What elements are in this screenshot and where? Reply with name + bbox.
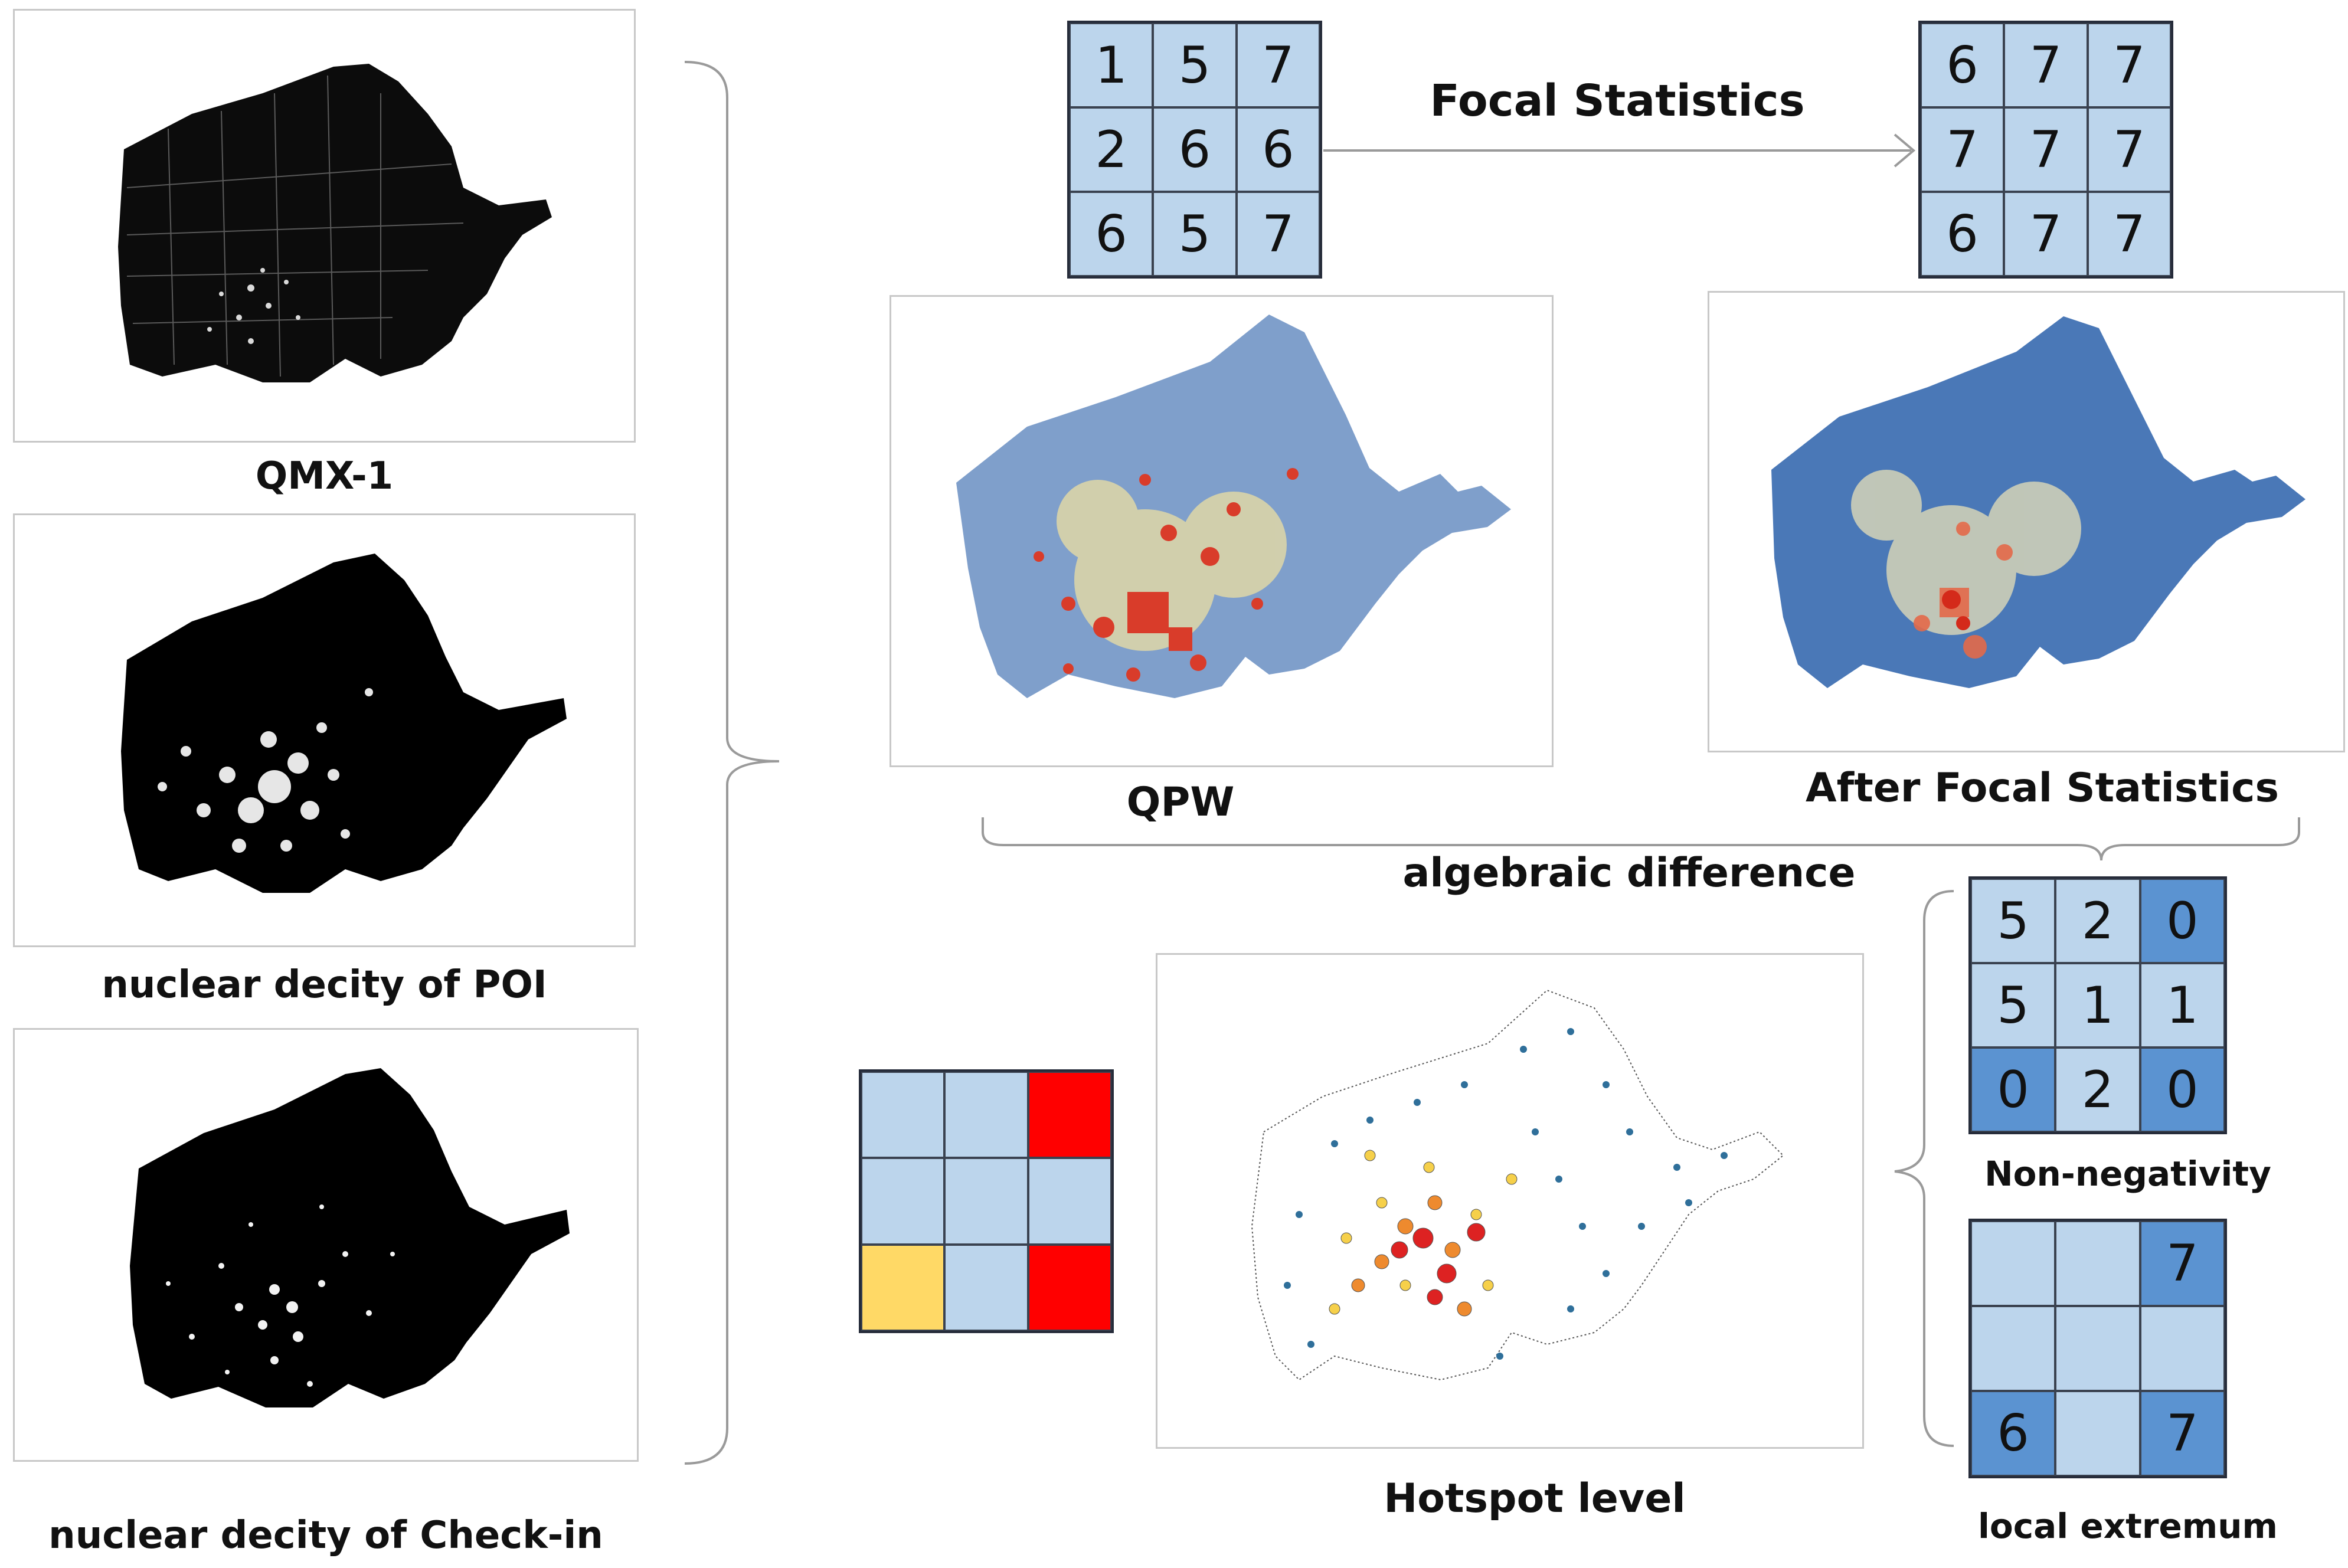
checkin-label: nuclear decity of Check-in [48, 1514, 603, 1557]
left-bracket [684, 61, 780, 1465]
extremum-grid-cell: 6 [1971, 1391, 2056, 1476]
nonneg-grid-cell: 2 [2055, 1047, 2140, 1132]
focal-arrow-head [1894, 133, 1916, 168]
hotspot-grid-cell [944, 1072, 1028, 1158]
after-focal-panel [1708, 291, 2345, 752]
qmx-map [118, 64, 552, 382]
input-grid-cell: 5 [1153, 23, 1237, 107]
nonneg-grid-cell: 1 [2055, 963, 2140, 1047]
input-grid-cell: 7 [1236, 23, 1320, 107]
qmx-label: QMX-1 [255, 454, 394, 498]
nonneg-grid-cell: 2 [2055, 879, 2140, 963]
hotspot-panel [1156, 953, 1864, 1449]
local-extremum-label: local extremum [1978, 1506, 2278, 1546]
extremum-grid-cell: 7 [2140, 1391, 2225, 1476]
extremum-grid-cell [2055, 1221, 2140, 1306]
focal-grid-cell: 7 [2004, 107, 2088, 192]
input-grid-cell: 6 [1153, 107, 1237, 192]
nonneg-grid-cell: 0 [1971, 1047, 2056, 1132]
qpw-label: QPW [1126, 779, 1235, 826]
extremum-grid-cell [1971, 1221, 2056, 1306]
input-grid-cell: 2 [1070, 107, 1153, 192]
hotspot-grid-cell [944, 1158, 1028, 1245]
result-bracket [1894, 890, 1954, 1447]
focal-grid-cell: 7 [2004, 192, 2088, 276]
input-grid-cell: 1 [1070, 23, 1153, 107]
extremum-grid-cell: 7 [2140, 1221, 2225, 1306]
extremum-grid-cell [1971, 1306, 2056, 1391]
hotspot-grid-cell [861, 1244, 945, 1331]
qmx-panel [13, 9, 636, 443]
focal-grid-cell: 7 [2087, 107, 2171, 192]
nonneg-grid-cell: 1 [2140, 963, 2225, 1047]
focal-grid-cell: 7 [2004, 23, 2088, 107]
hotspot-grid-cell [944, 1244, 1028, 1331]
checkin-map [130, 1068, 570, 1407]
focal-statistics-label: Focal Statistics [1430, 76, 1805, 126]
hotspot-grid-cell [861, 1072, 945, 1158]
hotspot-grid [859, 1069, 1114, 1333]
focal-grid-cell: 6 [1921, 23, 2004, 107]
hotspot-grid-cell [1028, 1072, 1111, 1158]
input-grid-cell: 6 [1070, 192, 1153, 276]
extremum-grid-cell [2055, 1391, 2140, 1476]
checkin-panel [13, 1028, 639, 1462]
poi-map [121, 554, 567, 893]
focal-grid-cell: 7 [2087, 192, 2171, 276]
after-focal-map [1771, 316, 2306, 688]
nonneg-grid-cell: 5 [1971, 963, 2056, 1047]
difference-bracket [982, 817, 2300, 861]
input-grid-cell: 7 [1236, 192, 1320, 276]
focal-grid-cell: 7 [2087, 23, 2171, 107]
hotspot-grid-cell [1028, 1244, 1111, 1331]
qpw-panel [890, 295, 1554, 767]
input-grid-cell: 6 [1236, 107, 1320, 192]
qpw-map [956, 315, 1511, 698]
nonneg-grid-cell: 0 [2140, 1047, 2225, 1132]
non-negativity-label: Non-negativity [1984, 1154, 2271, 1194]
hotspot-map [1251, 989, 1784, 1381]
focal-grid-cell: 7 [1921, 107, 2004, 192]
nonneg-grid-cell: 5 [1971, 879, 2056, 963]
focal-grid-cell: 6 [1921, 192, 2004, 276]
poi-label: nuclear decity of POI [102, 963, 547, 1007]
input-grid-cell: 5 [1153, 192, 1237, 276]
algebraic-difference-label: algebraic difference [1402, 850, 1856, 896]
extremum-grid-cell [2140, 1306, 2225, 1391]
poi-panel [13, 513, 636, 947]
hotspot-grid-cell [1028, 1158, 1111, 1245]
extremum-grid-cell [2055, 1306, 2140, 1391]
after-focal-label: After Focal Statistics [1806, 765, 2279, 811]
nonneg-grid-cell: 0 [2140, 879, 2225, 963]
hotspot-level-label: Hotspot level [1384, 1475, 1686, 1522]
hotspot-grid-cell [861, 1158, 945, 1245]
